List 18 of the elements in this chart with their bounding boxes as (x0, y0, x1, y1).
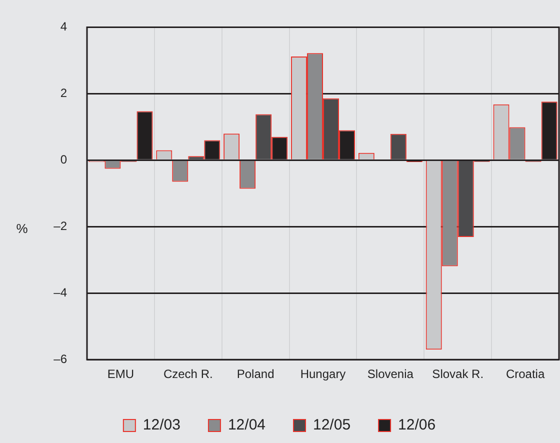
y-tick-label: 0 (60, 152, 68, 166)
y-axis-title: % (16, 220, 28, 236)
x-tick-label: Croatia (506, 367, 545, 382)
x-tick-label: Slovak R. (432, 367, 484, 382)
legend-label: 12/05 (313, 416, 351, 434)
y-tick-label: –4 (54, 285, 68, 300)
legend-label: 12/04 (228, 416, 266, 434)
y-tick-label: 4 (60, 20, 68, 34)
x-tick-label: Poland (236, 367, 274, 382)
y-tick-label: –6 (54, 352, 68, 366)
y-tick-label: 2 (60, 86, 68, 100)
x-tick-label: Hungary (300, 367, 346, 382)
x-tick-label: EMU (107, 367, 134, 382)
x-tick-label: Slovenia (367, 367, 414, 382)
legend-label: 12/06 (398, 416, 436, 434)
x-tick-label: Czech R. (163, 367, 213, 382)
y-tick-label: –2 (54, 218, 68, 233)
legend-label: 12/03 (142, 416, 180, 434)
